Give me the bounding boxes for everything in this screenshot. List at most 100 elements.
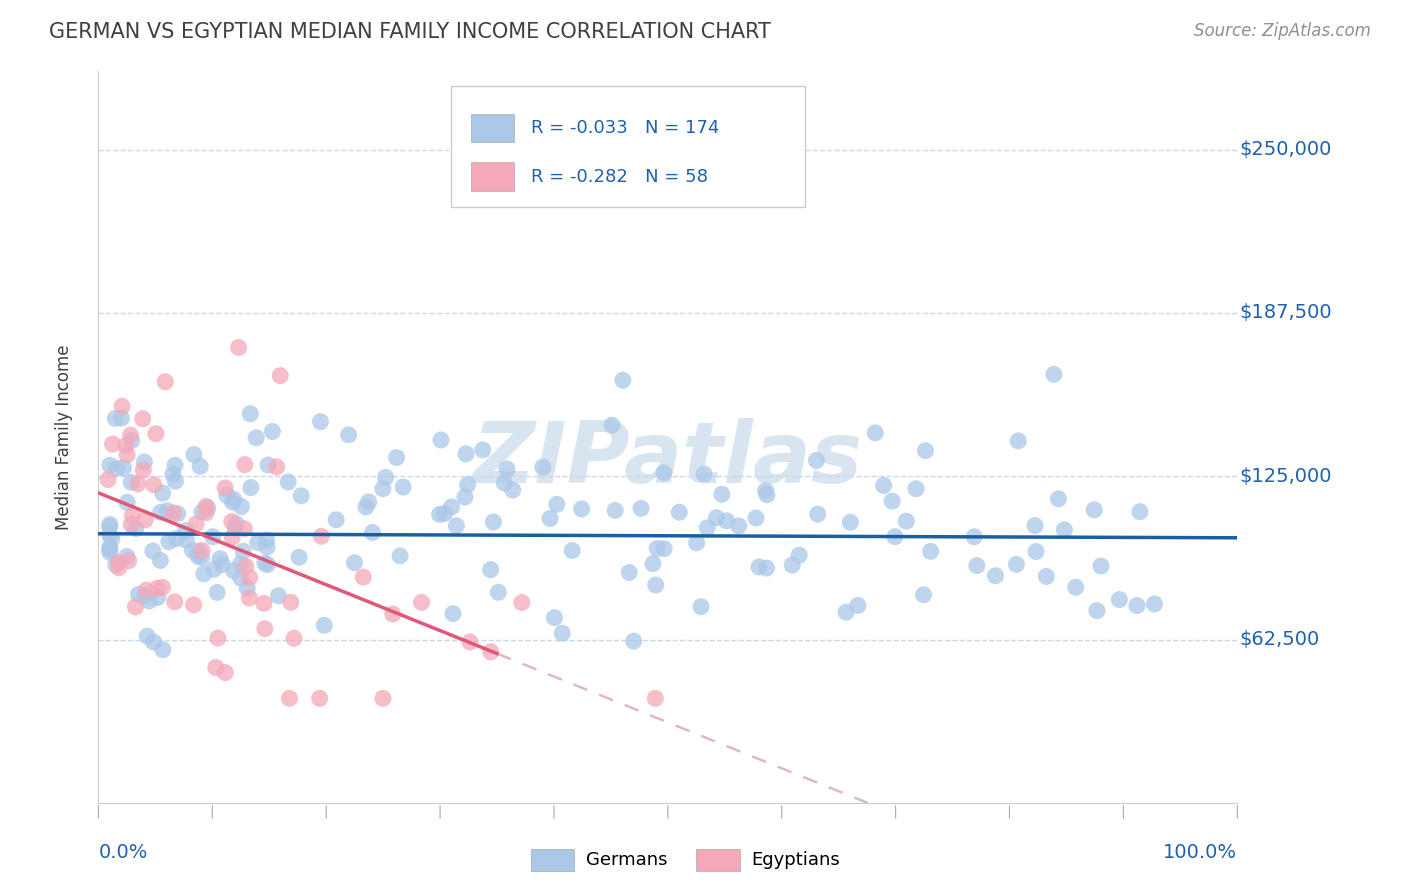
Point [98, 545, 121, 559]
Point [166, 507, 188, 521]
Point [115, 448, 138, 462]
Text: R = -0.033   N = 174: R = -0.033 N = 174 [531, 120, 720, 137]
Point [138, 594, 160, 608]
Point [984, 568, 1007, 582]
Point [190, 550, 212, 565]
Point [239, 407, 262, 421]
Point [839, 516, 862, 530]
Point [214, 481, 236, 495]
Point [411, 595, 433, 609]
Point [546, 497, 568, 511]
Point [163, 506, 186, 520]
Point [612, 373, 634, 387]
Point [551, 626, 574, 640]
Text: $62,500: $62,500 [1240, 630, 1320, 649]
Point [98, 517, 121, 532]
Point [222, 492, 245, 507]
Point [479, 645, 502, 659]
Point [98, 542, 121, 557]
Point [134, 455, 156, 469]
Point [361, 525, 384, 540]
Point [165, 458, 187, 473]
Point [157, 534, 180, 549]
Y-axis label: Median Family Income: Median Family Income [55, 344, 73, 530]
Point [896, 514, 918, 528]
Point [135, 583, 157, 598]
Point [325, 513, 347, 527]
Point [236, 582, 259, 596]
Point [429, 508, 451, 522]
Point [787, 548, 810, 562]
Point [152, 486, 174, 500]
Text: Source: ZipAtlas.com: Source: ZipAtlas.com [1194, 22, 1371, 40]
Point [531, 460, 554, 475]
Point [561, 543, 583, 558]
Point [644, 578, 666, 592]
Point [142, 544, 165, 558]
Point [145, 426, 167, 441]
Point [253, 556, 276, 570]
Point [652, 541, 675, 556]
Point [486, 585, 509, 599]
Point [630, 501, 652, 516]
Point [245, 431, 267, 445]
Point [502, 483, 524, 497]
Point [693, 467, 716, 482]
Point [110, 411, 132, 425]
Point [204, 660, 226, 674]
Text: $187,500: $187,500 [1240, 303, 1331, 323]
Point [389, 549, 412, 563]
FancyBboxPatch shape [451, 86, 804, 207]
Point [132, 411, 155, 425]
Point [191, 505, 214, 519]
Point [98, 528, 121, 542]
Point [905, 482, 928, 496]
Point [239, 481, 262, 495]
Point [207, 631, 229, 645]
Point [457, 477, 479, 491]
Point [246, 535, 269, 549]
Point [835, 605, 858, 619]
Point [238, 591, 260, 605]
Point [174, 524, 197, 538]
FancyBboxPatch shape [531, 849, 575, 871]
Point [645, 541, 668, 556]
Point [146, 591, 169, 605]
Point [98, 458, 121, 472]
Point [963, 530, 986, 544]
Point [685, 536, 707, 550]
Point [283, 632, 305, 646]
Point [152, 642, 174, 657]
Point [127, 477, 149, 491]
Point [107, 556, 129, 570]
Point [374, 470, 396, 484]
Point [690, 599, 713, 614]
Point [1007, 434, 1029, 448]
Point [280, 595, 302, 609]
Point [755, 561, 778, 575]
Point [111, 399, 134, 413]
Point [392, 480, 415, 494]
Point [132, 463, 155, 477]
Point [105, 461, 128, 475]
Point [479, 563, 502, 577]
Point [239, 570, 262, 584]
Point [221, 530, 243, 544]
Point [155, 375, 177, 389]
Point [120, 517, 142, 532]
FancyBboxPatch shape [696, 849, 740, 871]
Point [191, 543, 214, 558]
Text: 0.0%: 0.0% [98, 843, 148, 862]
Point [256, 540, 278, 554]
FancyBboxPatch shape [471, 114, 515, 143]
Point [619, 566, 641, 580]
Point [188, 459, 211, 474]
Point [710, 487, 733, 501]
Point [1143, 597, 1166, 611]
Point [277, 475, 299, 489]
Point [343, 556, 366, 570]
Point [644, 691, 666, 706]
Point [1090, 559, 1112, 574]
Point [205, 585, 228, 599]
Point [267, 589, 290, 603]
